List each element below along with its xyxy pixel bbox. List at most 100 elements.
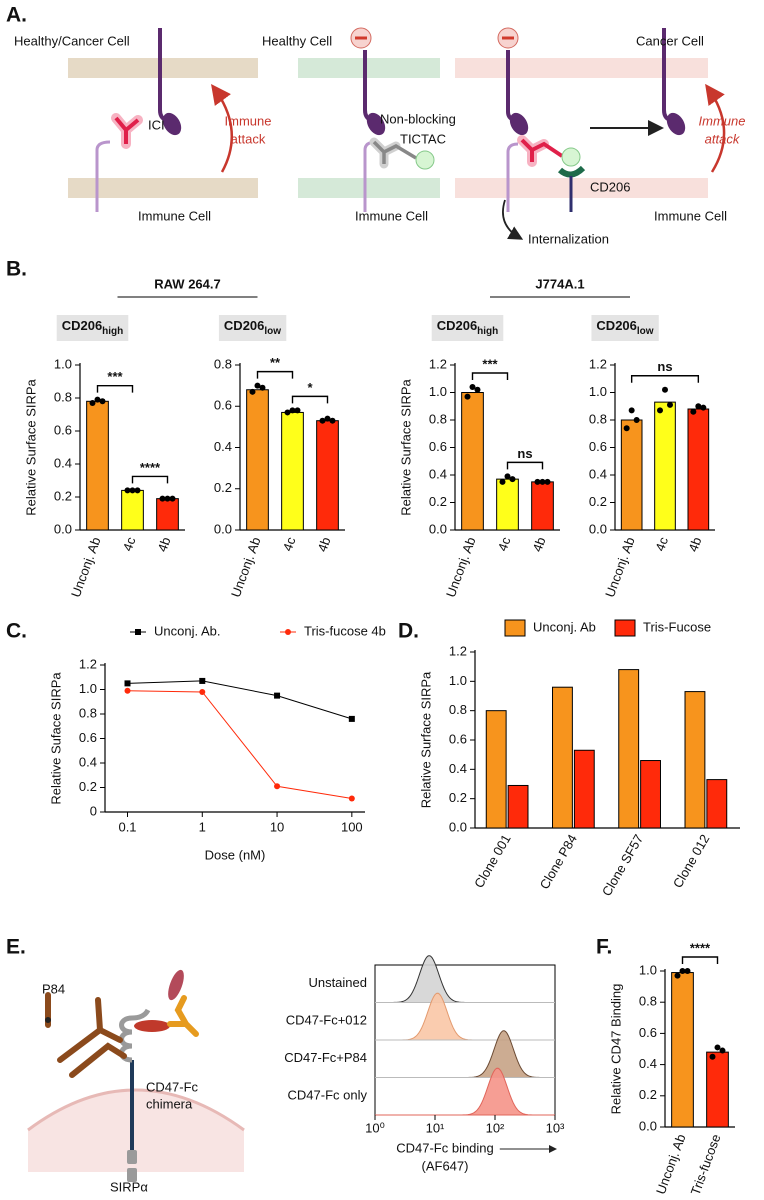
panel-label: B. bbox=[6, 258, 27, 281]
x-tick-label: 10² bbox=[486, 1120, 505, 1135]
title-sub: high bbox=[477, 326, 498, 337]
significance-label: *** bbox=[482, 356, 498, 371]
data-point bbox=[329, 417, 336, 424]
data-point bbox=[169, 495, 176, 502]
label: CD206 bbox=[590, 179, 630, 194]
title-sub: high bbox=[102, 326, 123, 337]
label: SIRPα bbox=[110, 1179, 148, 1194]
title-box bbox=[56, 315, 129, 341]
bar bbox=[573, 749, 595, 829]
data-point bbox=[99, 398, 106, 405]
y-tick-label: 1.0 bbox=[589, 384, 607, 399]
y-tick-label: 0.2 bbox=[214, 480, 232, 495]
row-label: CD47-Fc only bbox=[288, 1088, 368, 1103]
x-tick-label: Unconj. Ab bbox=[602, 535, 638, 599]
panel-title: CD206high bbox=[437, 318, 499, 336]
bar bbox=[461, 392, 484, 531]
bar bbox=[281, 411, 304, 531]
panel-label: F. bbox=[596, 936, 612, 959]
x-tick-label: 10¹ bbox=[426, 1120, 445, 1135]
row-label: CD47-Fc+012 bbox=[286, 1013, 367, 1028]
data-point bbox=[464, 393, 471, 400]
data-point bbox=[690, 408, 697, 415]
title-main: CD206 bbox=[224, 318, 264, 333]
y-axis-label: Relative Suface SIRPa bbox=[48, 672, 63, 805]
x-tick-label: 1 bbox=[199, 819, 206, 834]
data-point bbox=[324, 415, 331, 422]
x-tick-label: Clone 012 bbox=[670, 832, 713, 891]
label: Healthy Cell bbox=[262, 33, 332, 48]
label: Immune bbox=[225, 113, 272, 128]
label: Immune Cell bbox=[654, 208, 727, 223]
bar bbox=[316, 420, 339, 531]
x-tick-label: Unconj. Ab bbox=[228, 535, 264, 599]
data-point bbox=[628, 407, 635, 414]
bar bbox=[531, 481, 554, 531]
data-point bbox=[89, 399, 96, 406]
x-tick-label: 4b bbox=[530, 535, 549, 554]
data-point bbox=[633, 417, 640, 423]
legend-label: Tris-Fucose bbox=[643, 619, 711, 634]
panel-title: CD206low bbox=[224, 318, 281, 336]
y-tick-label: 0.4 bbox=[639, 1056, 657, 1071]
y-tick-label: 0.8 bbox=[54, 389, 72, 404]
data-point bbox=[695, 403, 702, 410]
label: Cancer Cell bbox=[636, 33, 704, 48]
y-tick-label: 1.0 bbox=[79, 681, 97, 696]
x-tick-label: 100 bbox=[341, 819, 363, 834]
data-point bbox=[662, 386, 668, 393]
y-tick-label: 0.6 bbox=[639, 1025, 657, 1040]
legend-marker bbox=[285, 629, 291, 635]
x-tick-label: 10⁰ bbox=[365, 1120, 385, 1135]
label: Healthy/Cancer Cell bbox=[14, 33, 130, 48]
marker bbox=[199, 677, 206, 684]
histogram bbox=[375, 955, 555, 1003]
significance-label: **** bbox=[140, 460, 161, 475]
marker bbox=[199, 688, 206, 695]
panel-label: A. bbox=[6, 4, 27, 27]
diagram-a: Healthy/Cancer Cell ICI Immune attack Im… bbox=[14, 27, 746, 246]
marker bbox=[124, 687, 131, 694]
bar bbox=[86, 400, 109, 531]
data-point bbox=[623, 425, 630, 432]
y-tick-label: 0.2 bbox=[449, 790, 467, 805]
bar bbox=[552, 686, 573, 829]
title-sub: low bbox=[637, 326, 654, 337]
data-point bbox=[319, 417, 326, 424]
y-tick-label: 1.0 bbox=[54, 356, 72, 371]
y-tick-label: 0.6 bbox=[54, 422, 72, 437]
title-box bbox=[218, 315, 287, 341]
data-point bbox=[159, 495, 166, 502]
x-tick-label: 4b bbox=[315, 535, 334, 554]
y-tick-label: 1.0 bbox=[639, 962, 657, 977]
x-tick-label: Unconj. Ab bbox=[68, 535, 104, 599]
y-tick-label: 0.4 bbox=[79, 754, 97, 769]
legend-label: Unconj. Ab. bbox=[154, 623, 221, 638]
label: Immune bbox=[699, 113, 746, 128]
x-tick-label: Tris-fucose bbox=[688, 1132, 724, 1197]
bar bbox=[618, 669, 640, 829]
marker bbox=[348, 715, 355, 722]
data-point bbox=[539, 478, 546, 485]
bar bbox=[706, 1051, 729, 1128]
label: ICI bbox=[148, 117, 165, 132]
y-tick-label: 1.2 bbox=[589, 356, 607, 371]
marker bbox=[348, 795, 355, 802]
y-tick-label: 0.0 bbox=[589, 521, 607, 536]
y-axis-label: Relative Surface SIRPa bbox=[398, 378, 413, 515]
x-tick-label: 10³ bbox=[546, 1120, 565, 1135]
panel-title: CD206low bbox=[596, 318, 653, 336]
data-point bbox=[499, 478, 506, 485]
x-tick-label: 4c bbox=[652, 535, 671, 554]
significance-bracket bbox=[256, 370, 294, 379]
bar bbox=[706, 779, 728, 829]
bar bbox=[654, 401, 676, 531]
label: P84 bbox=[42, 981, 65, 996]
bar bbox=[687, 408, 710, 531]
label: chimera bbox=[146, 1096, 193, 1111]
data-point bbox=[249, 388, 256, 395]
y-tick-label: 1.0 bbox=[429, 384, 447, 399]
y-tick-label: 0.2 bbox=[54, 488, 72, 503]
y-tick-label: 0.8 bbox=[429, 411, 447, 426]
panel-title: CD206high bbox=[62, 318, 124, 336]
